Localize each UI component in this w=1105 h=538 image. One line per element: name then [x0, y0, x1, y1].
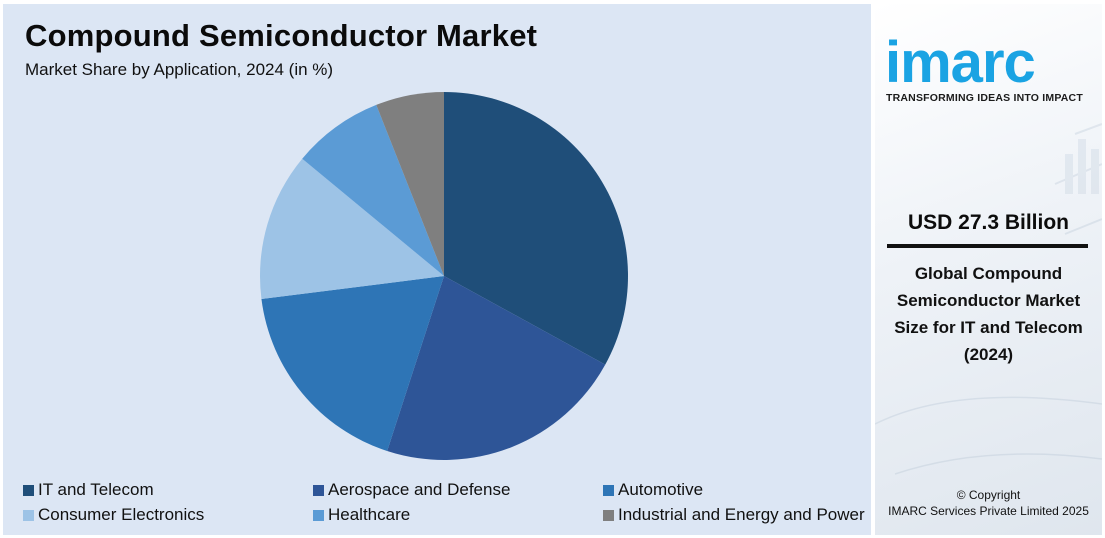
legend-swatch — [23, 509, 34, 521]
legend-swatch — [23, 484, 34, 496]
legend-item: Aerospace and Defense — [313, 480, 510, 500]
info-panel: imarc TRANSFORMING IDEAS INTO IMPACT USD… — [875, 4, 1102, 535]
chart-panel: Compound Semiconductor Market Market Sha… — [3, 4, 871, 535]
legend-swatch — [313, 509, 324, 521]
legend-swatch — [313, 484, 324, 496]
pie-slice-automotive — [261, 276, 444, 451]
legend-item: Consumer Electronics — [23, 505, 204, 525]
legend-label: Automotive — [618, 480, 704, 499]
imarc-logo: imarc — [885, 30, 1036, 95]
market-description: Global Compound Semiconductor Market Siz… — [894, 264, 1083, 364]
pie-slice-industrial-and-energy-and-power — [376, 92, 444, 276]
divider — [887, 244, 1088, 248]
copyright-line-2: IMARC Services Private Limited 2025 — [888, 504, 1089, 518]
pie-chart — [260, 92, 628, 460]
legend-swatch — [603, 509, 614, 521]
pie-slice-aerospace-and-defense — [387, 276, 606, 460]
legend-label: Industrial and Energy and Power — [618, 505, 865, 524]
legend-swatch — [603, 484, 614, 496]
pie-slice-consumer-electronics — [260, 158, 444, 300]
pie-slice-it-and-telecom — [444, 92, 628, 365]
legend-label: IT and Telecom — [38, 480, 154, 499]
logo-tagline: TRANSFORMING IDEAS INTO IMPACT — [886, 92, 1083, 104]
legend-item: Industrial and Energy and Power — [603, 505, 865, 525]
legend-label: Healthcare — [328, 505, 411, 524]
copyright: © Copyright IMARC Services Private Limit… — [875, 487, 1102, 519]
copyright-line-1: © Copyright — [956, 488, 1021, 502]
legend-label: Consumer Electronics — [38, 505, 205, 524]
chart-subtitle: Market Share by Application, 2024 (in %) — [25, 60, 334, 79]
legend-item: IT and Telecom — [23, 480, 154, 500]
chart-title: Compound Semiconductor Market — [25, 18, 538, 53]
background-decoration — [875, 123, 1102, 475]
legend-label: Aerospace and Defense — [328, 480, 511, 499]
legend-item: Automotive — [603, 480, 703, 500]
legend-item: Healthcare — [313, 505, 410, 525]
market-value: USD 27.3 Billion — [907, 211, 1070, 234]
pie-slice-healthcare — [302, 104, 444, 276]
